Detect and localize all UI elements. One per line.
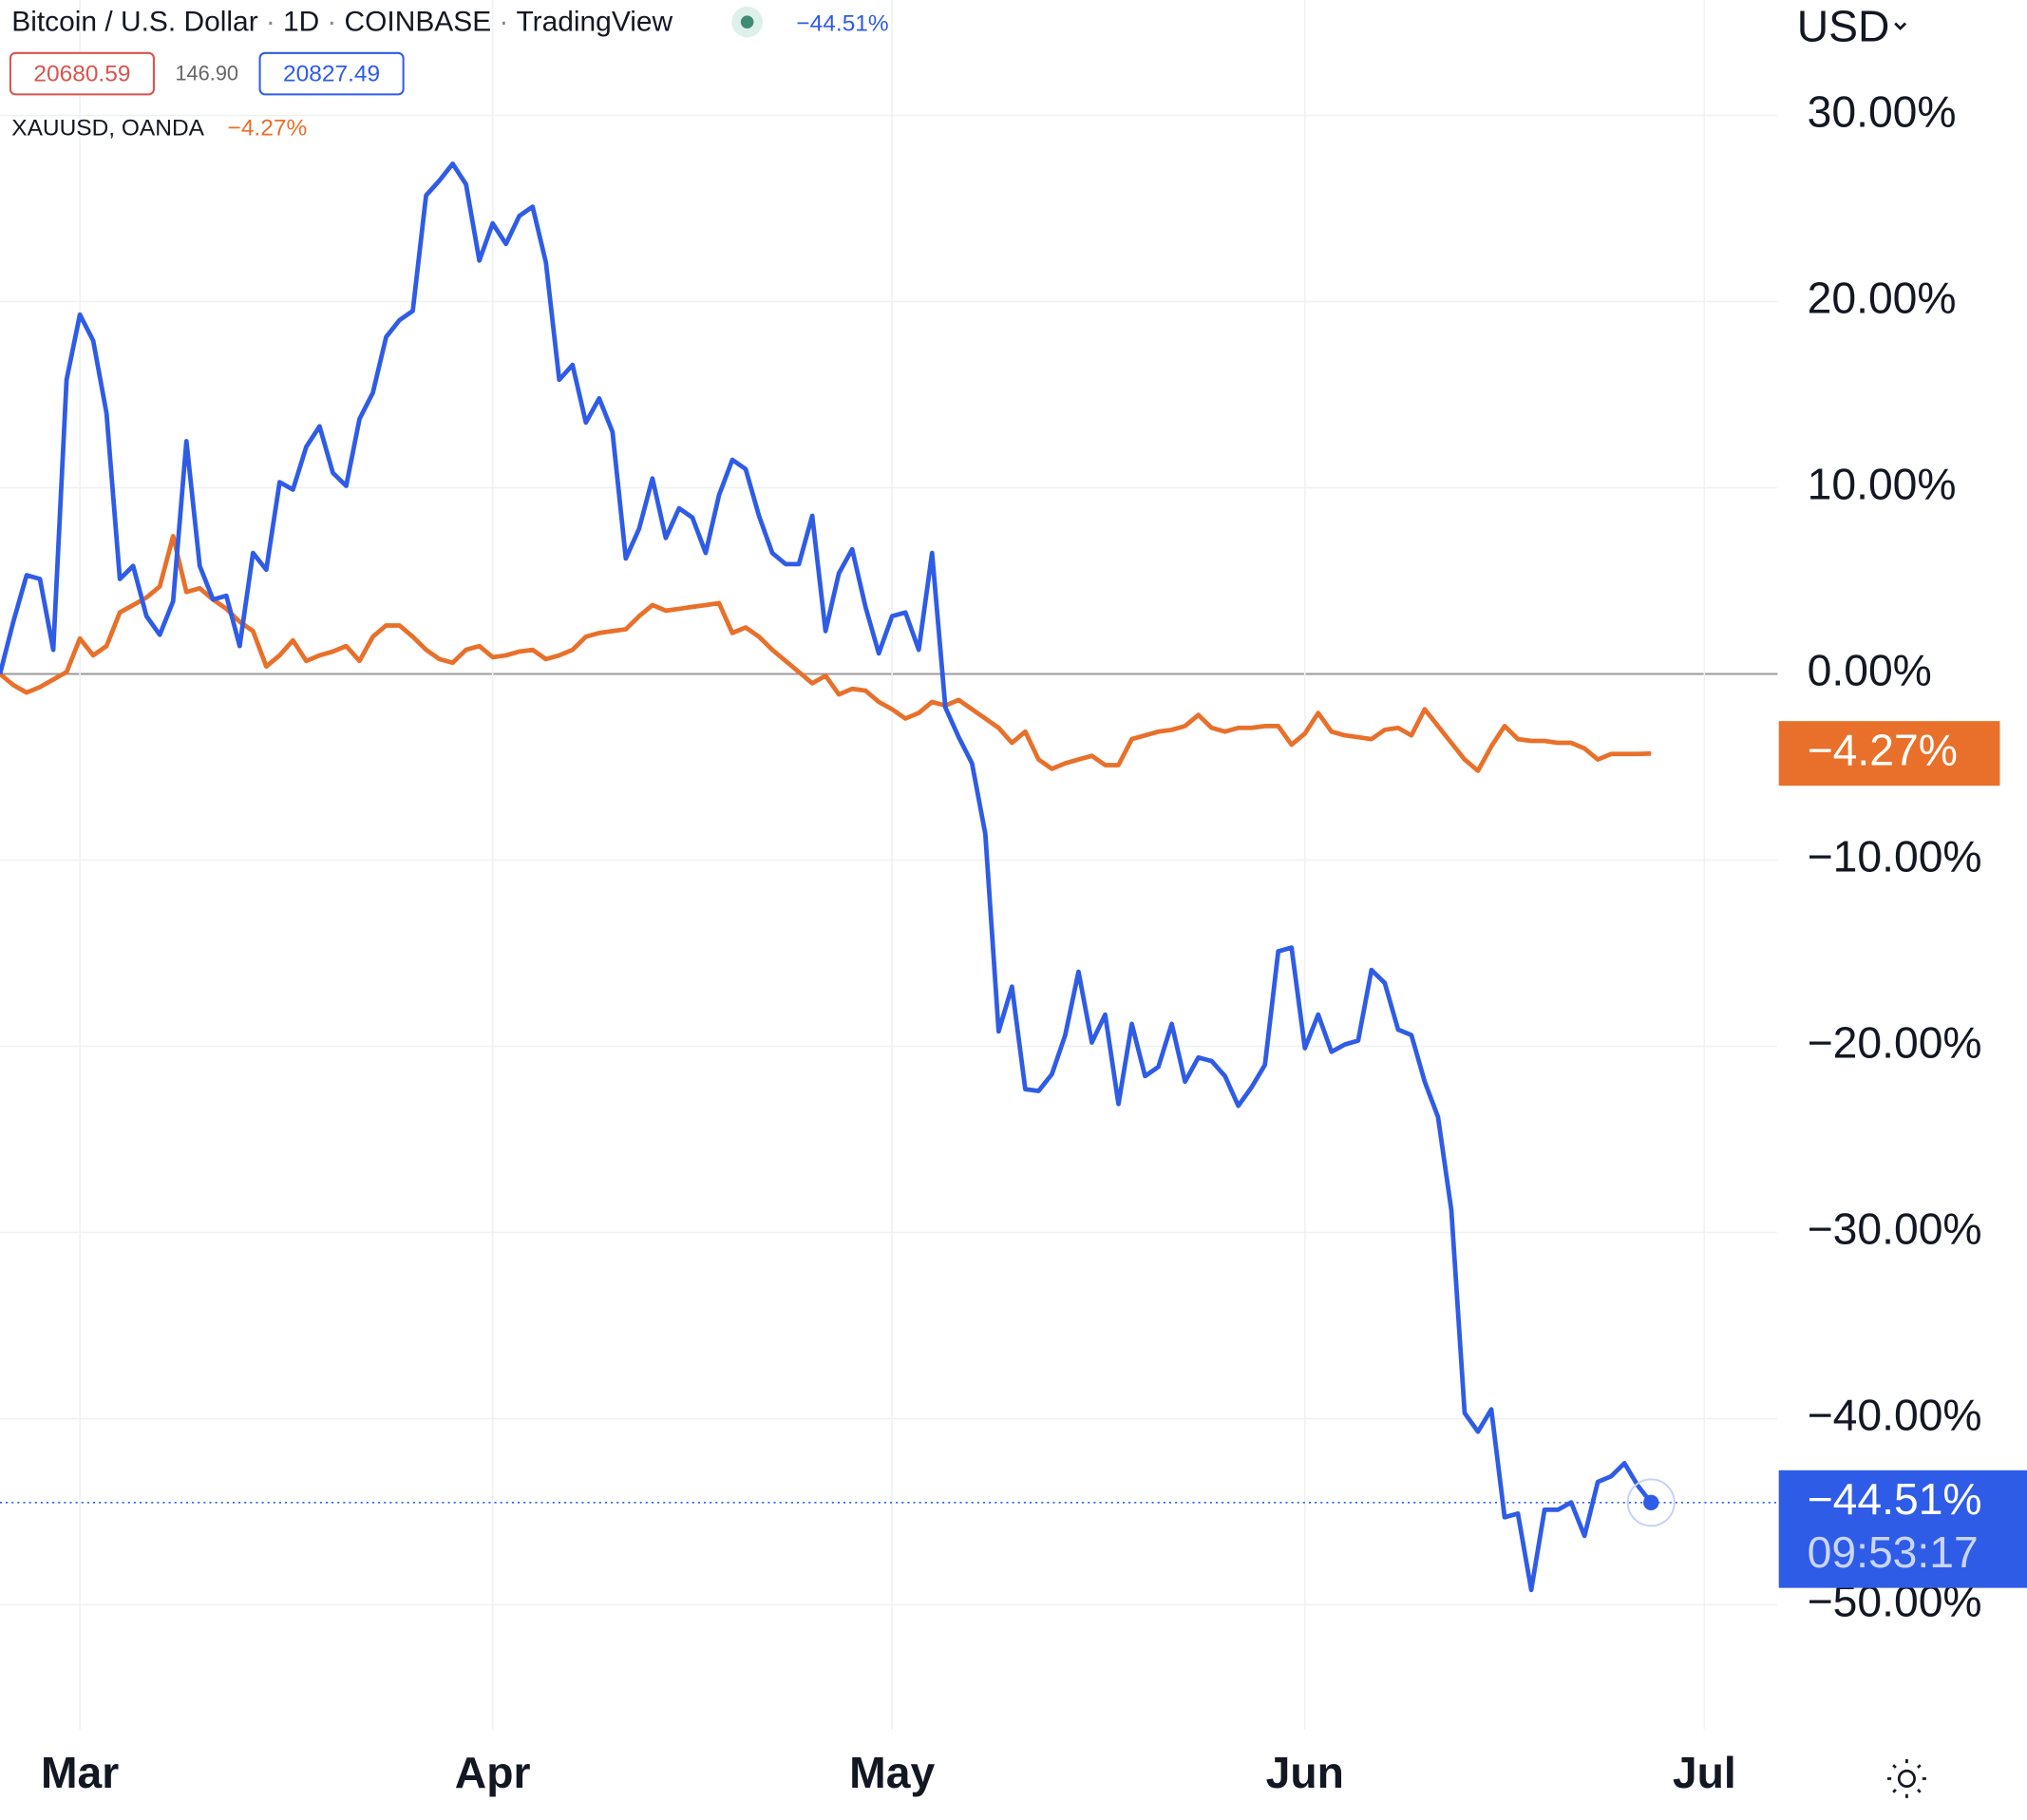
status-dot — [740, 15, 754, 28]
last-value-label: −44.51% — [1808, 1474, 1982, 1524]
header: Bitcoin / U.S. Dollar · 1D · COINBASE · Tradin… — [11, 6, 673, 37]
bid-box[interactable] — [9, 51, 155, 96]
grid — [0, 0, 1778, 1730]
ask: 20827.49 — [283, 61, 380, 86]
source: TradingView — [516, 6, 673, 37]
interval: 1D — [283, 6, 319, 37]
separator: · — [327, 6, 336, 37]
last-value-tag — [1778, 721, 2000, 787]
spread: 146.90 — [175, 62, 238, 85]
settings-icon[interactable] — [1887, 1759, 1926, 1798]
x-tick-label: Jul — [1673, 1748, 1736, 1797]
currency-chevron — [1894, 22, 1907, 30]
exchange: COINBASE — [345, 6, 492, 37]
legend-entry: XAUUSD, OANDA — [11, 116, 204, 142]
currency[interactable]: USD — [1797, 2, 1890, 51]
y-tick-label: −30.00% — [1808, 1204, 1982, 1254]
countdown: 09:53:17 — [1808, 1527, 1979, 1577]
last-point-halo — [1626, 1478, 1676, 1527]
axes: 30.00% 20.00% 10.00% 0.00% −10.00% −20.00% −30… — [41, 87, 2027, 1797]
symbol-title: Bitcoin / U.S. Dollar — [11, 6, 257, 37]
line-series — [0, 161, 1654, 1593]
last-value-label: −4.27% — [1808, 725, 1958, 774]
y-tick-label: −40.00% — [1808, 1391, 1982, 1440]
separator: · — [499, 6, 508, 37]
y-tick-label: 0.00% — [1808, 646, 1932, 695]
separator: · — [266, 6, 275, 37]
legend-change: −4.27% — [228, 116, 308, 142]
x-tick-label: Apr — [455, 1748, 531, 1797]
bid: 20680.59 — [33, 61, 130, 86]
y-tick-label: −10.00% — [1808, 832, 1982, 882]
x-tick-label: Jun — [1266, 1748, 1344, 1797]
plot — [0, 161, 1778, 1593]
last-point — [1643, 1494, 1659, 1510]
change: −44.51% — [796, 10, 888, 36]
x-tick-label: Mar — [41, 1748, 119, 1797]
line-series — [0, 534, 1652, 773]
ask-box[interactable] — [258, 51, 405, 96]
x-tick-label: May — [849, 1748, 935, 1797]
y-tick-label: 30.00% — [1808, 87, 1957, 137]
y-tick-label: 20.00% — [1808, 274, 1957, 323]
y-tick-label: 10.00% — [1808, 460, 1957, 509]
y-tick-label: −20.00% — [1808, 1018, 1982, 1068]
last-value-tag — [1778, 1469, 2027, 1588]
